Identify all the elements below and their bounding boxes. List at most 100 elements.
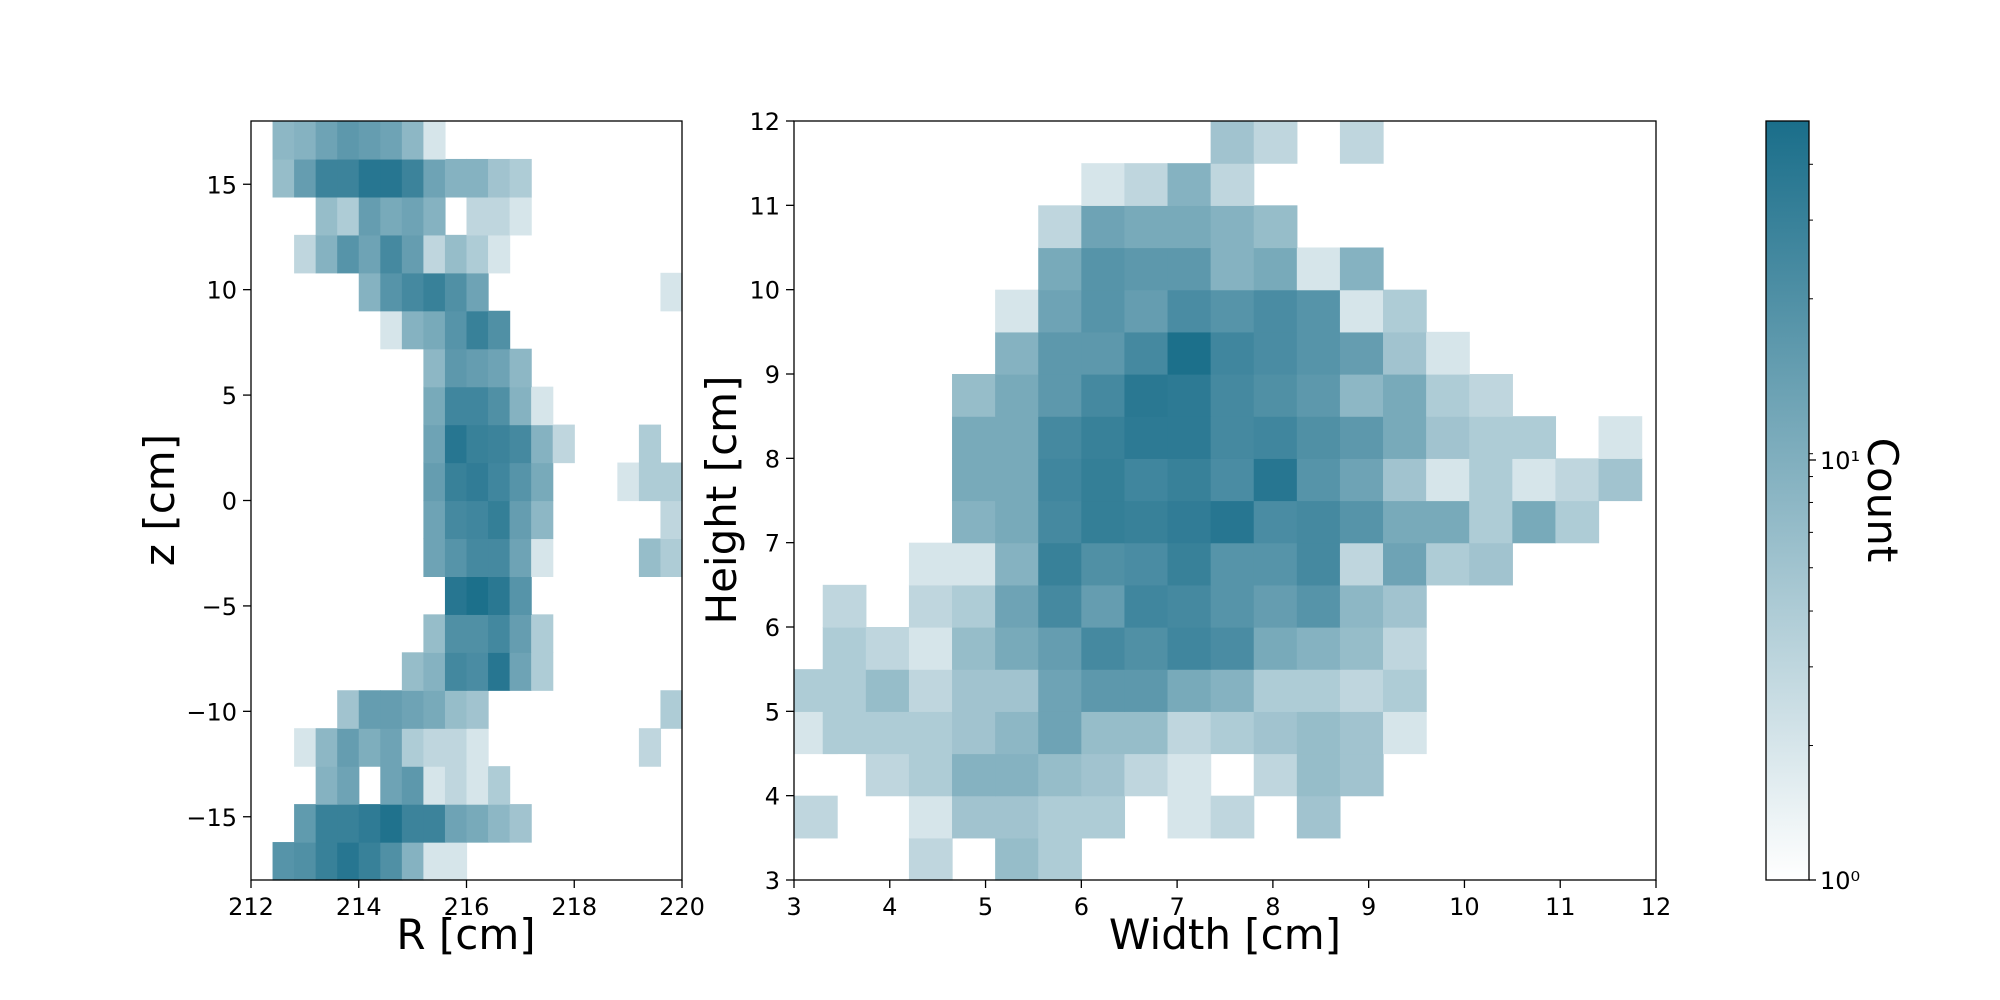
wh-bin-82 — [995, 542, 1039, 586]
rz-bin-67 — [509, 538, 532, 577]
rz-bin-64 — [444, 538, 468, 577]
rz-bin-28 — [294, 728, 317, 767]
rz-bin-109 — [401, 310, 424, 350]
rz-bin-14 — [401, 804, 424, 843]
wh-bin-153 — [995, 331, 1039, 375]
wh-bin-136 — [1426, 416, 1470, 459]
rz-bin-106 — [488, 348, 511, 388]
wh-bin-161 — [1339, 331, 1384, 375]
wh-bin-129 — [1124, 416, 1169, 459]
wh-bin-193 — [1253, 121, 1298, 164]
rz-bin-146 — [401, 158, 424, 198]
rz-bin-23 — [401, 766, 424, 805]
wh-bin-128 — [1081, 416, 1126, 459]
wh-x-tick-label-8: 11 — [1545, 893, 1576, 921]
wh-bin-142 — [1038, 374, 1082, 417]
rz-bin-50 — [488, 652, 511, 691]
rz-bin-93 — [509, 424, 532, 464]
wh-y-tick-label-0: 3 — [765, 867, 780, 895]
wh-bin-162 — [1383, 331, 1427, 375]
rz-bin-85 — [531, 462, 554, 502]
rz-y-tick-label-0: −15 — [186, 804, 237, 832]
rz-bin-41 — [401, 690, 424, 729]
rz-bin-120 — [660, 272, 683, 312]
wh-bin-43 — [995, 669, 1039, 712]
rz-bin-62 — [509, 576, 532, 615]
rz-bin-1 — [294, 842, 317, 881]
rz-bin-111 — [444, 310, 468, 350]
rz-bin-80 — [423, 462, 446, 502]
rz-y-tick-label-5: 10 — [206, 277, 237, 305]
wh-bin-159 — [1253, 331, 1298, 375]
wh-x-tick-label-2: 5 — [978, 893, 993, 921]
rz-bin-156 — [358, 121, 381, 160]
rz-bin-136 — [423, 196, 446, 236]
wh-bin-183 — [1081, 205, 1126, 249]
wh-bin-37 — [1383, 711, 1427, 755]
wh-bin-188 — [1081, 163, 1126, 206]
rz-bin-65 — [466, 538, 489, 577]
wh-bin-185 — [1167, 205, 1212, 249]
rz-bin-140 — [272, 158, 295, 198]
wh-bin-177 — [1167, 247, 1212, 291]
rz-bin-43 — [444, 690, 468, 729]
rz-heatmap-panel: 212 214 216 218 220 −15 −10 −5 0 5 10 15 R [cm] z … — [135, 120, 705, 959]
wh-bin-83 — [1038, 542, 1082, 586]
colorbar-gradient — [1765, 120, 1810, 881]
wh-bin-99 — [1167, 500, 1212, 544]
wh-x-tick-label-1: 4 — [882, 893, 897, 921]
rz-bin-49 — [466, 652, 489, 691]
wh-bin-160 — [1296, 331, 1341, 375]
wh-bin-119 — [1383, 458, 1427, 502]
rz-bin-17 — [466, 804, 489, 843]
wh-bin-19 — [1167, 753, 1212, 797]
wh-bin-18 — [1124, 753, 1169, 797]
wh-bin-113 — [1124, 458, 1169, 502]
rz-bin-7 — [423, 842, 446, 881]
rz-bin-38 — [337, 690, 360, 729]
wh-bin-118 — [1339, 458, 1384, 502]
wh-bin-179 — [1253, 247, 1298, 291]
wh-bin-44 — [1038, 669, 1082, 712]
wh-bin-168 — [1167, 289, 1212, 333]
rz-bin-78 — [660, 500, 683, 540]
rz-bin-40 — [380, 690, 403, 729]
wh-bin-79 — [1383, 584, 1427, 628]
width-x-ticks: 3 4 5 6 7 8 9 10 11 12 — [786, 880, 1671, 921]
wh-bin-180 — [1296, 247, 1341, 291]
wh-bin-40 — [865, 669, 910, 712]
wh-bin-192 — [1210, 121, 1255, 164]
wh-bin-90 — [1339, 542, 1384, 586]
rz-bin-153 — [294, 121, 317, 160]
wh-bin-75 — [1210, 584, 1255, 628]
rz-bin-150 — [488, 158, 511, 198]
rz-bin-138 — [488, 196, 511, 236]
rz-y-tick-label-4: 5 — [222, 382, 237, 410]
wh-bin-101 — [1253, 500, 1298, 544]
wh-bin-169 — [1210, 289, 1255, 333]
rz-bin-116 — [401, 272, 424, 312]
rz-bin-134 — [380, 196, 403, 236]
wh-bin-51 — [1339, 669, 1384, 712]
rz-bin-22 — [380, 766, 403, 805]
colorbar-tick-label-10-1: 10¹ — [1820, 447, 1860, 475]
wh-bin-109 — [952, 458, 996, 502]
rz-bin-102 — [531, 386, 554, 426]
wh-bin-49 — [1253, 669, 1298, 712]
wh-bin-92 — [1426, 542, 1470, 586]
rz-bin-103 — [423, 348, 446, 388]
rz-bin-119 — [466, 272, 489, 312]
rz-bin-114 — [358, 272, 381, 312]
wh-bin-116 — [1253, 458, 1298, 502]
width-height-heatmap-bins — [794, 121, 1643, 881]
rz-bin-16 — [444, 804, 468, 843]
rz-bin-59 — [444, 576, 468, 615]
colorbar-minor-ticks — [1809, 163, 1813, 747]
wh-bin-64 — [1296, 627, 1341, 670]
rz-bin-91 — [466, 424, 489, 464]
rz-bin-94 — [531, 424, 554, 464]
rz-bin-45 — [660, 690, 683, 729]
wh-bin-76 — [1253, 584, 1298, 628]
rz-bin-10 — [315, 804, 338, 843]
wh-bin-57 — [995, 627, 1039, 670]
